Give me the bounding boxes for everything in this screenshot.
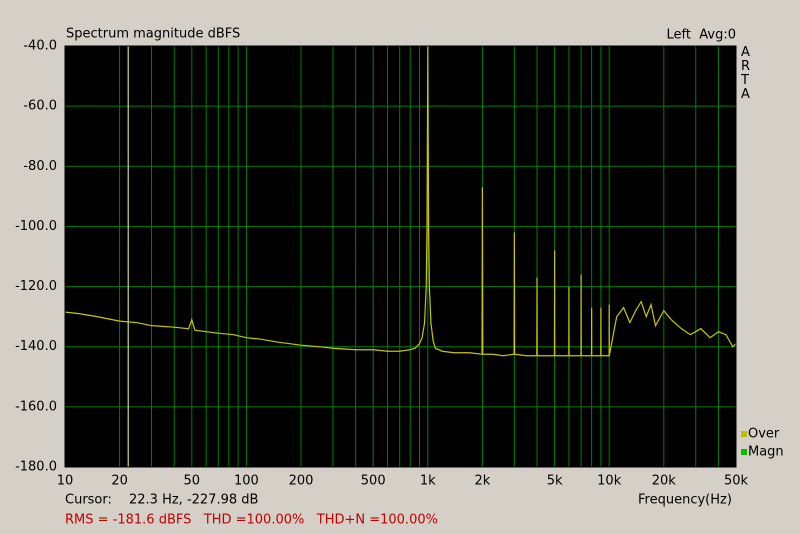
x-tick-label: 20k xyxy=(652,474,677,489)
channel-label: Left Avg:0 xyxy=(667,28,736,43)
x-tick-label: 50 xyxy=(184,474,201,489)
y-tick-label: -120.0 xyxy=(15,279,57,294)
x-tick-label: 5k xyxy=(547,474,563,489)
legend-swatch xyxy=(741,449,747,455)
x-tick-label: 10k xyxy=(597,474,622,489)
x-tick-label: 2k xyxy=(475,474,491,489)
x-tick-label: 500 xyxy=(361,474,386,489)
y-tick-label: -80.0 xyxy=(23,159,57,174)
x-tick-label: 200 xyxy=(289,474,314,489)
legend-label: Magn xyxy=(748,445,784,460)
x-tick-label: 10 xyxy=(57,474,74,489)
x-tick-label: 100 xyxy=(234,474,259,489)
cursor-readout: 22.3 Hz, -227.98 dB xyxy=(129,493,258,508)
cursor-label: Cursor: xyxy=(65,493,112,508)
y-tick-label: -140.0 xyxy=(15,339,57,354)
y-tick-label: -100.0 xyxy=(15,219,57,234)
y-tick-label: -180.0 xyxy=(15,460,57,475)
plot-border xyxy=(64,45,737,468)
chart-title: Spectrum magnitude dBFS xyxy=(66,27,240,42)
x-tick-label: 20 xyxy=(111,474,128,489)
y-tick-label: -160.0 xyxy=(15,399,57,414)
spectrum-line xyxy=(64,45,737,357)
x-tick-label: 1k xyxy=(420,474,436,489)
y-tick-label: -40.0 xyxy=(23,39,57,54)
brand-label: ARTA xyxy=(741,45,751,102)
y-tick-label: -60.0 xyxy=(23,99,57,114)
legend-label: Over xyxy=(748,427,780,442)
x-tick-label: 50k xyxy=(724,474,749,489)
x-axis-label: Frequency(Hz) xyxy=(638,493,732,508)
status-line: RMS = -181.6 dBFS THD =100.00% THD+N =10… xyxy=(65,513,438,528)
legend-swatch xyxy=(741,431,747,437)
plot-area xyxy=(65,46,736,467)
